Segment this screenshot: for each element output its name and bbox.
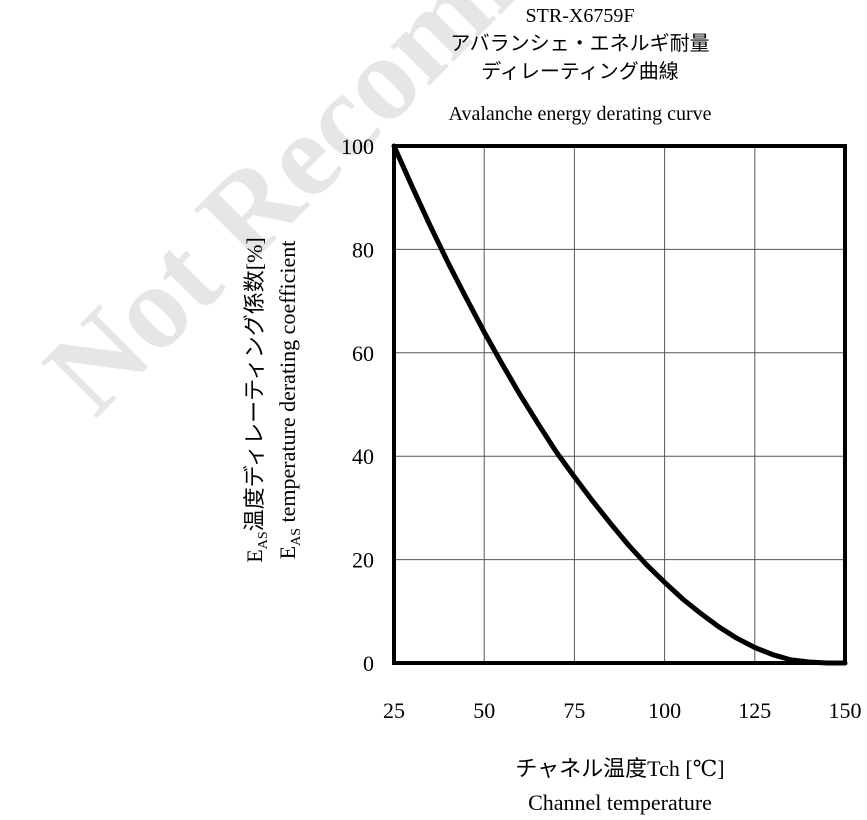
x-tick-label-125: 125 xyxy=(738,698,771,723)
y-axis-label-symbol: E xyxy=(242,549,267,562)
y-axis-label-symbol: E xyxy=(275,546,300,559)
chart-title-line-4: Avalanche energy derating curve xyxy=(448,103,711,125)
y-tick-label-60: 60 xyxy=(352,341,374,366)
y-axis-label-subscript: AS xyxy=(289,528,304,546)
chart-title-line-3: ディレーティング曲線 xyxy=(481,60,678,83)
series-curve xyxy=(391,143,848,666)
y-tick-label-20: 20 xyxy=(352,548,374,573)
y-axis-label-line-1: EAS温度ディレーティング係数[%] xyxy=(242,237,271,562)
x-tick-labels: 25 50 75 100 125 150 xyxy=(383,698,862,723)
chart-title-line-1: STR-X6759F xyxy=(526,5,635,27)
x-tick-label-25: 25 xyxy=(383,698,405,723)
watermark: Not Recommended xyxy=(19,0,804,438)
x-axis-label: チャネル温度Tch [℃] Channel temperature xyxy=(515,756,724,815)
y-tick-label-40: 40 xyxy=(352,444,374,469)
derating-curve-line xyxy=(391,143,848,666)
y-axis-label-text: temperature derating coefficient xyxy=(275,241,300,528)
x-tick-label-50: 50 xyxy=(473,698,495,723)
x-tick-label-100: 100 xyxy=(648,698,681,723)
x-tick-label-150: 150 xyxy=(829,698,862,723)
x-tick-label-75: 75 xyxy=(563,698,585,723)
y-axis-label-subscript: AS xyxy=(256,531,271,549)
y-tick-label-80: 80 xyxy=(352,237,374,262)
y-axis-label-line-2: EAS temperature derating coefficient xyxy=(275,241,304,560)
y-tick-labels: 0 20 40 60 80 100 xyxy=(341,134,374,676)
y-axis-label-text: 温度ディレーティング係数[%] xyxy=(242,237,267,531)
chart-title-line-2: アバランシェ・エネルギ耐量 xyxy=(450,32,709,55)
y-axis-label: EAS温度ディレーティング係数[%]EAS temperature derati… xyxy=(242,237,304,562)
y-tick-label-100: 100 xyxy=(341,134,374,159)
x-axis-label-line-2: Channel temperature xyxy=(528,790,712,815)
plot-frame xyxy=(392,144,847,665)
grid xyxy=(394,146,845,663)
y-tick-label-0: 0 xyxy=(363,651,374,676)
x-axis-label-line-1: チャネル温度Tch [℃] xyxy=(515,756,724,781)
